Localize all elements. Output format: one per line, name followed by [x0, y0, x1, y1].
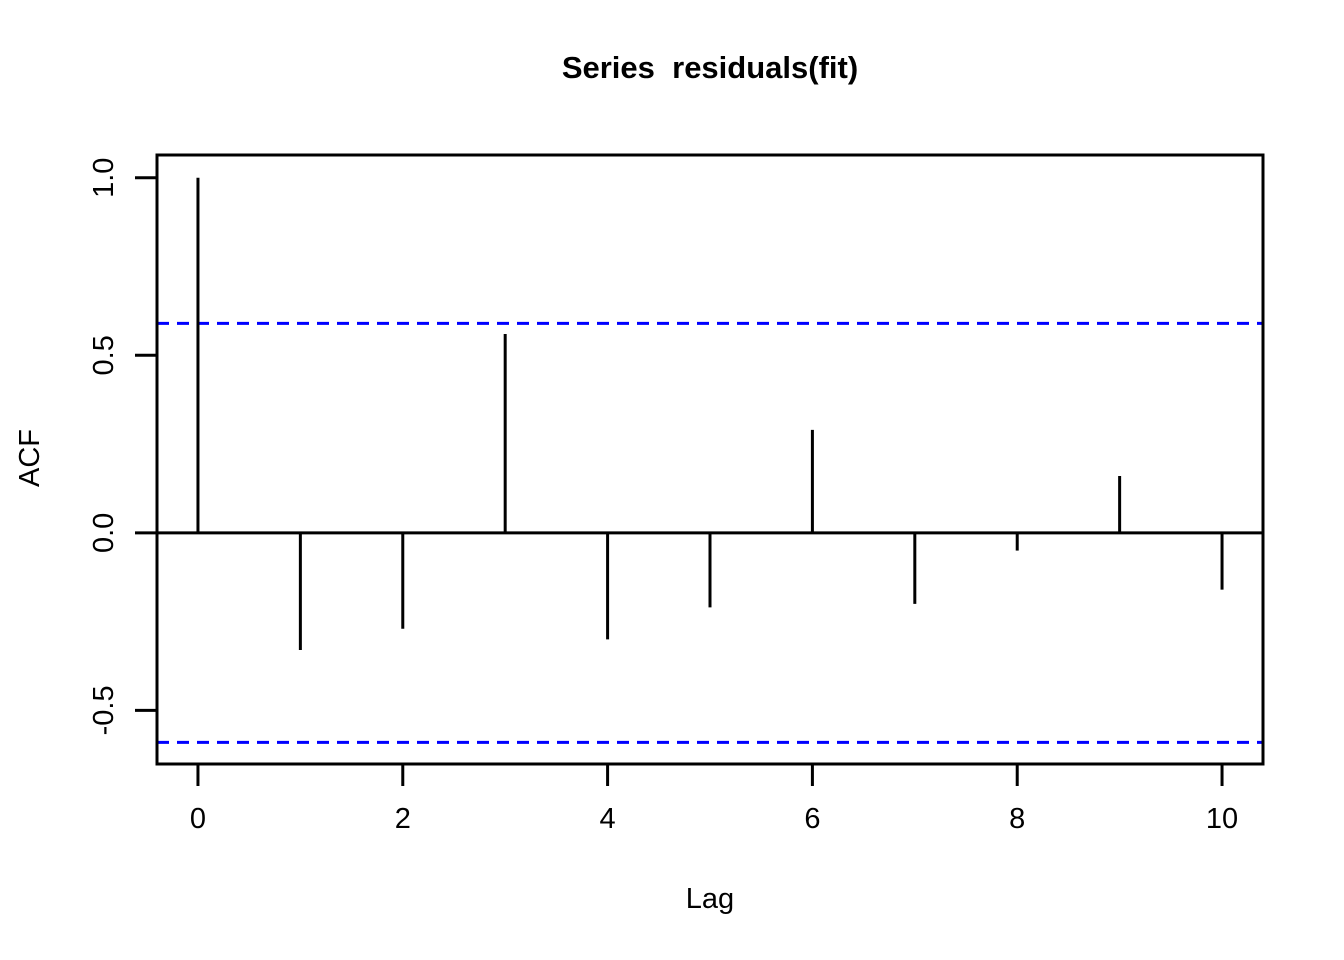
x-tick-label-8: 8	[1009, 803, 1025, 835]
x-tick-label-4: 4	[600, 803, 616, 835]
x-tick-label-10: 10	[1206, 803, 1238, 835]
x-axis-title: Lag	[685, 883, 735, 915]
y-axis-title: ACF	[14, 429, 46, 487]
y-tick-label--0.5: -0.5	[88, 685, 120, 735]
chart-title: Series residuals(fit)	[561, 50, 859, 85]
x-tick-label-2: 2	[395, 803, 411, 835]
x-tick-label-6: 6	[804, 803, 820, 835]
y-tick-label-0.0: 0.0	[88, 513, 120, 553]
x-tick-label-0: 0	[190, 803, 206, 835]
y-tick-label-0.5: 0.5	[88, 335, 120, 375]
y-tick-label-1.0: 1.0	[88, 158, 120, 198]
plot-box	[155, 153, 1265, 766]
